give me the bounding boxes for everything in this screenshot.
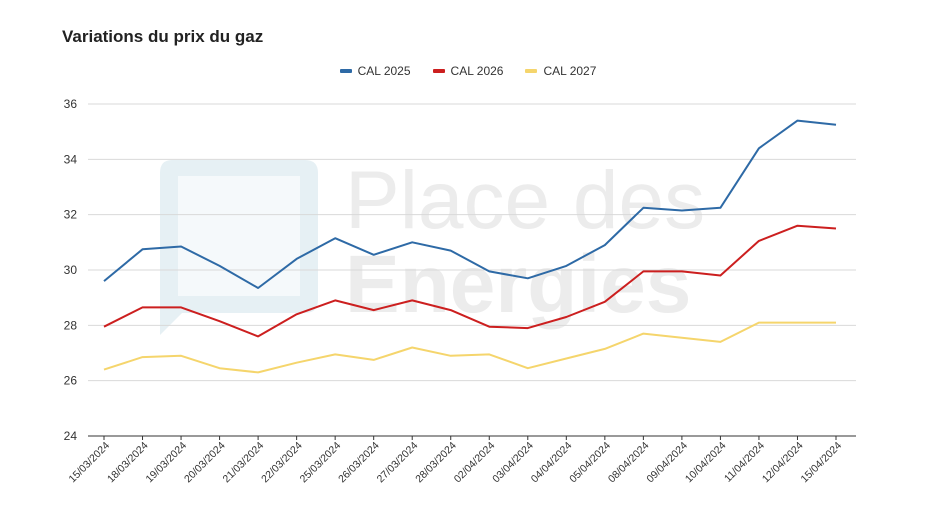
y-tick-label: 32: [64, 208, 78, 222]
legend-item-cal-2025: CAL 2025: [339, 64, 411, 78]
watermark-badge-inner-icon: [178, 176, 300, 296]
legend-label-cal-2026: CAL 2026: [450, 64, 504, 78]
series-line-cal-2025: [103, 119, 837, 289]
legend-item-cal-2027: CAL 2027: [525, 64, 596, 78]
y-tick-label: 36: [64, 97, 78, 111]
legend-swatch-cal-2026: [432, 69, 445, 73]
y-tick-label: 34: [64, 152, 78, 166]
legend-label-cal-2027: CAL 2027: [543, 64, 597, 78]
series-line-cal-2026: [103, 224, 837, 338]
y-axis: 24 26 28 30 32 34 36: [64, 97, 78, 443]
legend-swatch-cal-2025: [339, 69, 352, 73]
legend-swatch-cal-2027: [525, 69, 538, 73]
watermark-line2: Energies: [345, 239, 691, 330]
legend: CAL 2025 CAL 2026 CAL 2027: [0, 64, 936, 78]
legend-item-cal-2026: CAL 2026: [432, 64, 504, 78]
y-tick-label: 28: [64, 318, 78, 332]
watermark-line1: Place des: [345, 155, 705, 246]
series-line-cal-2027: [103, 321, 836, 374]
y-tick-label: 30: [64, 263, 78, 277]
series-lines: [103, 119, 837, 374]
y-tick-label: 24: [64, 429, 78, 443]
chart-title: Variations du prix du gaz: [62, 27, 264, 46]
x-axis: 15/03/202418/03/202419/03/202420/03/2024…: [66, 436, 844, 485]
watermark-logo: Place des Energies: [160, 155, 705, 335]
x-tick-label: 15/04/2024: [798, 440, 844, 486]
y-tick-label: 26: [64, 374, 78, 388]
x-tick-label: 10/04/2024: [683, 440, 729, 486]
legend-label-cal-2025: CAL 2025: [357, 64, 411, 78]
grid: [88, 103, 856, 437]
